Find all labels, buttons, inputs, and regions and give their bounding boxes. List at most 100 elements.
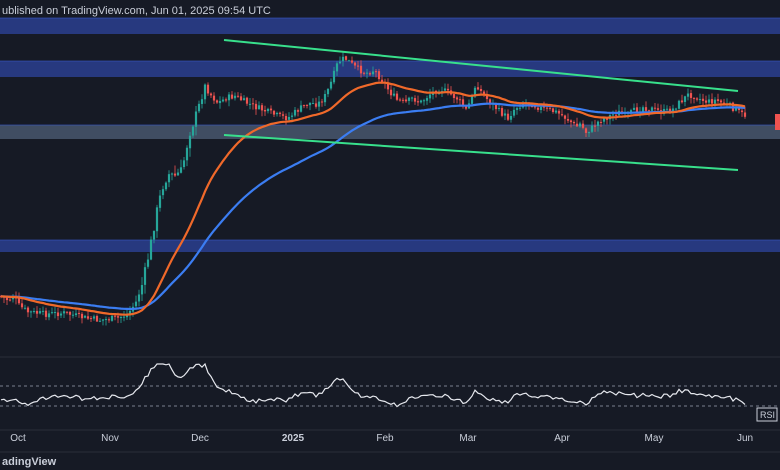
candle-body: [86, 316, 90, 319]
candle-body: [533, 106, 537, 108]
candle-body: [335, 63, 339, 72]
candle-body: [494, 104, 498, 110]
candle-body: [326, 89, 330, 95]
candle-body: [557, 110, 561, 114]
candle-body: [587, 132, 591, 134]
x-tick-label: Feb: [376, 433, 394, 444]
candle-body: [92, 316, 96, 319]
candle-body: [95, 315, 99, 322]
candle-body: [176, 172, 180, 176]
candle-body: [194, 111, 198, 127]
candle-body: [239, 96, 243, 101]
candle-body: [455, 97, 459, 100]
candle-body: [251, 103, 255, 105]
x-tick-label: 2025: [282, 433, 305, 444]
candle-body: [377, 71, 381, 80]
candle-body: [206, 84, 210, 94]
candle-body: [227, 94, 231, 101]
candles-layer: [0, 52, 747, 326]
candle-body: [575, 123, 579, 127]
candle-body: [356, 65, 360, 67]
candle-body: [8, 299, 12, 301]
candle-body: [167, 174, 171, 183]
candle-body: [245, 97, 249, 104]
candle-body: [158, 195, 162, 208]
rsi-layer: [0, 362, 780, 408]
x-tick-label: Jun: [737, 433, 753, 444]
candle-body: [593, 125, 597, 127]
candle-body: [296, 110, 300, 112]
candle-body: [653, 107, 657, 109]
candle-body: [452, 94, 456, 98]
candle-body: [329, 81, 333, 89]
candle-body: [32, 311, 36, 313]
candle-body: [410, 97, 414, 99]
candle-body: [542, 106, 546, 108]
candle-body: [143, 267, 147, 285]
candle-body: [35, 310, 39, 314]
candle-body: [224, 99, 228, 101]
candle-body: [59, 313, 63, 316]
rsi-line: [0, 362, 746, 408]
candle-body: [371, 71, 375, 75]
candle-body: [692, 97, 696, 99]
candle-body: [365, 72, 369, 74]
candle-body: [134, 301, 138, 307]
candle-body: [209, 93, 213, 96]
candle-body: [362, 72, 366, 74]
candle-body: [656, 108, 660, 110]
candle-body: [170, 173, 174, 175]
candle-body: [422, 100, 426, 102]
candle-body: [599, 121, 603, 123]
candle-body: [632, 107, 636, 110]
zone-support-mid: [0, 125, 780, 139]
candle-body: [137, 294, 141, 302]
candle-body: [305, 104, 309, 106]
time-axis: Oct Nov Dec 2025 Feb Mar Apr May Jun: [0, 429, 780, 453]
candle-body: [344, 56, 348, 60]
candle-body: [674, 108, 678, 110]
candle-body: [23, 307, 27, 309]
candle-body: [254, 103, 258, 110]
candle-body: [518, 107, 522, 109]
candle-body: [398, 99, 402, 101]
candle-body: [50, 312, 54, 314]
candle-body: [707, 99, 711, 103]
candle-body: [98, 320, 102, 322]
candle-body: [446, 88, 450, 91]
x-tick-label: Nov: [101, 433, 119, 444]
candle-body: [488, 99, 492, 104]
candle-body: [350, 60, 354, 63]
candle-body: [716, 99, 720, 102]
candle-body: [680, 100, 684, 103]
candle-body: [614, 114, 618, 116]
candle-body: [293, 109, 297, 116]
candle-body: [269, 108, 273, 111]
candle-body: [275, 112, 279, 115]
candle-body: [683, 96, 687, 102]
candle-body: [461, 99, 465, 107]
candle-body: [374, 71, 378, 73]
candle-body: [107, 319, 111, 321]
price-marker: [775, 114, 780, 130]
x-tick-label: Apr: [554, 433, 570, 444]
candle-body: [290, 115, 294, 117]
candle-body: [287, 116, 291, 120]
candle-body: [128, 310, 132, 315]
candle-body: [515, 108, 519, 110]
candle-body: [230, 94, 234, 99]
candle-body: [122, 316, 126, 318]
candle-body: [512, 109, 516, 116]
candle-body: [677, 100, 681, 109]
candle-body: [17, 298, 21, 304]
candle-body: [476, 87, 480, 90]
candle-body: [737, 107, 741, 110]
candle-body: [473, 87, 477, 97]
publish-caption: ublished on TradingView.com, Jun 01, 202…: [2, 5, 271, 17]
x-tick-label: Mar: [459, 433, 477, 444]
candle-body: [41, 310, 45, 312]
candle-body: [686, 93, 690, 97]
candle-body: [182, 160, 186, 168]
candle-body: [332, 70, 336, 83]
candle-body: [668, 108, 672, 113]
